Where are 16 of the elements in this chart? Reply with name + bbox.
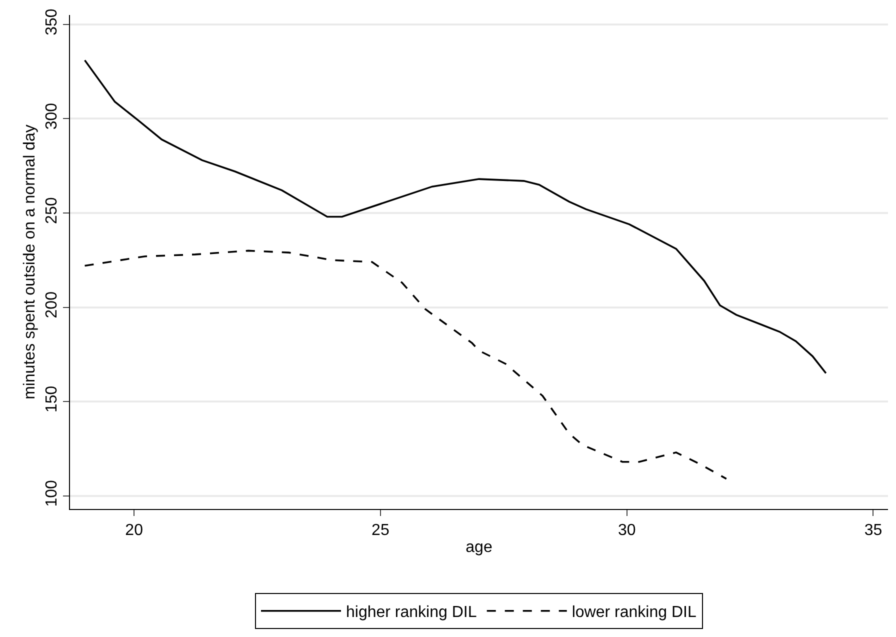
y-axis-title: minutes spent outside on a normal day — [22, 124, 38, 400]
legend-label: lower ranking DIL — [572, 604, 696, 622]
x-tick-label: 35 — [864, 522, 882, 540]
x-tick-label: 30 — [618, 522, 636, 540]
y-tick-label: 200 — [44, 291, 61, 318]
x-tick-label: 25 — [372, 522, 390, 540]
y-tick-label: 250 — [44, 197, 61, 224]
y-tick-label: 350 — [44, 8, 61, 36]
line-series — [84, 250, 728, 480]
line-series — [84, 59, 827, 374]
x-axis-title: age — [466, 538, 492, 556]
x-tick-label: 20 — [125, 522, 144, 540]
y-tick-label: 300 — [44, 102, 61, 130]
legend-label: higher ranking DIL — [346, 604, 477, 622]
y-tick-label: 150 — [44, 386, 61, 412]
y-tick-label: 100 — [44, 480, 61, 507]
